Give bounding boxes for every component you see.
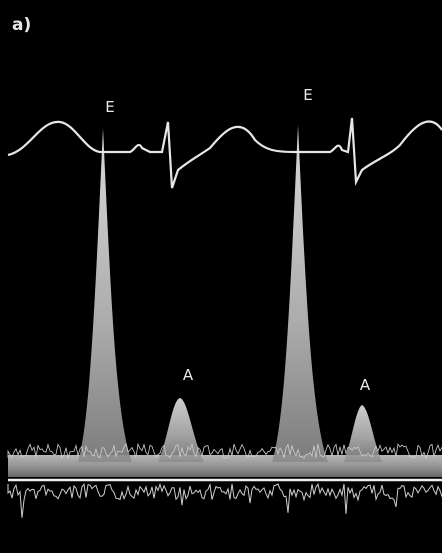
peak-label: E — [303, 86, 312, 104]
panel-label: a) — [12, 15, 31, 35]
doppler-image: a) E A E A — [0, 0, 442, 553]
page: a) E A E A (() => { const data = JSON.pa… — [0, 0, 442, 553]
peak-label: A — [183, 366, 194, 384]
peak-label: A — [360, 376, 371, 394]
peak-label: E — [105, 98, 114, 116]
